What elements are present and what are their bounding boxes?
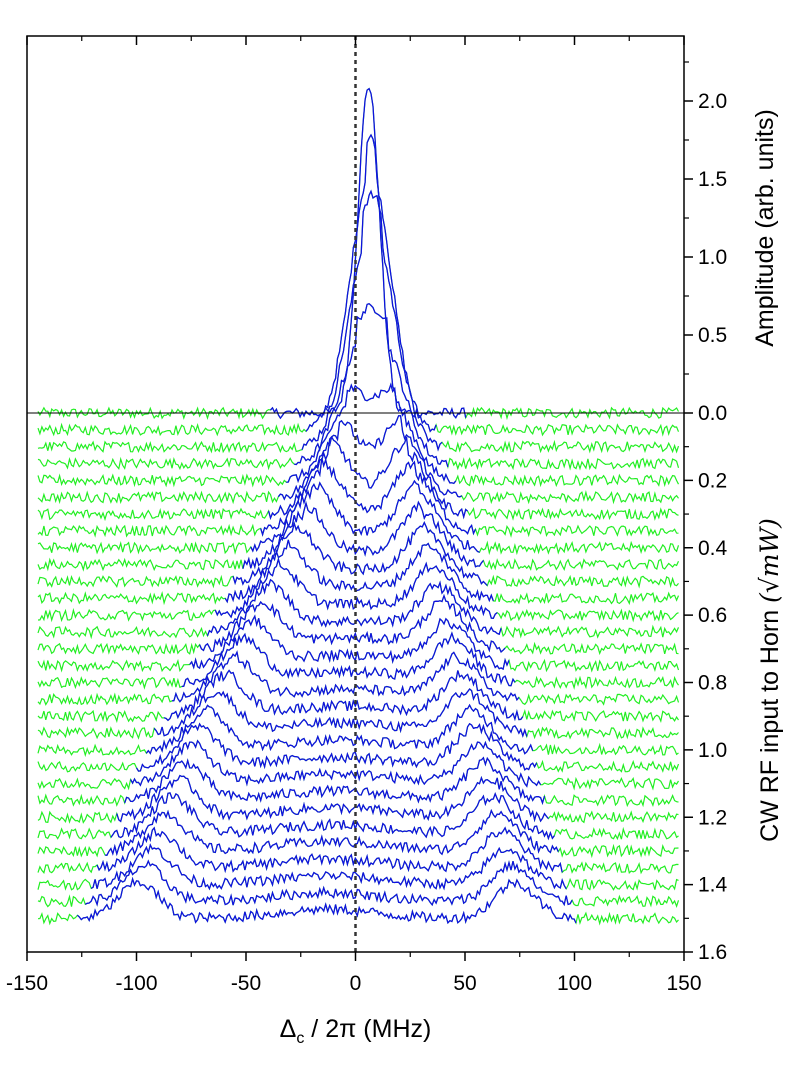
signal-trace	[130, 739, 542, 788]
rf-input-tick-label: 0.2	[698, 469, 727, 492]
noise-trace	[37, 303, 680, 471]
rf-input-axis-title: CW RF input to Horn (√mW)	[755, 518, 784, 842]
x-axis-ticks: -150 -100 -50 0 50 100 150	[6, 36, 702, 995]
rf-input-tick-label: 0.0	[698, 402, 727, 425]
noise-trace	[37, 457, 679, 538]
rf-input-tick-label: 1.0	[698, 739, 727, 762]
signal-trace	[181, 631, 516, 688]
signal-trace	[199, 593, 506, 653]
x-tick-label: -100	[115, 972, 157, 995]
signal-trace	[104, 808, 559, 857]
signal-trace	[270, 87, 467, 420]
signal-trace	[76, 876, 577, 925]
amplitude-tick-label: 0.5	[698, 324, 727, 347]
signal-trace	[305, 133, 437, 433]
rf-input-tick-label: 0.4	[698, 537, 728, 560]
signal-trace	[214, 556, 498, 619]
signal-trace	[84, 859, 573, 907]
noise-trace	[37, 614, 680, 673]
signal-trace	[124, 756, 546, 805]
amplitude-axis-title: Amplitude (arb. units)	[751, 109, 779, 347]
rf-input-tick-label: 1.4	[698, 874, 728, 897]
noise-trace	[37, 593, 679, 656]
signal-trace	[135, 722, 538, 772]
noise-trace	[37, 382, 680, 488]
amplitude-tick-label: 2.0	[698, 90, 727, 113]
trace-group	[37, 87, 680, 926]
rf-input-tick-label: 0.6	[698, 604, 727, 627]
x-axis-title: Δc / 2π (MHz)	[280, 1015, 432, 1047]
amplitude-tick-label: 1.5	[698, 168, 727, 191]
x-tick-label: -150	[6, 972, 48, 995]
noise-trace	[37, 578, 680, 640]
rf-input-tick-label: 1.2	[698, 806, 727, 829]
signal-trace	[171, 650, 520, 703]
signal-trace	[163, 669, 524, 722]
signal-trace	[145, 703, 534, 755]
signal-trace	[110, 791, 555, 841]
noise-trace	[37, 133, 680, 437]
signal-trace	[189, 614, 510, 671]
amplitude-tick-label: 1.0	[698, 246, 727, 269]
signal-trace	[116, 774, 549, 823]
noise-trace	[37, 756, 679, 808]
x-tick-label: 0	[350, 972, 362, 995]
noise-trace	[37, 650, 680, 706]
x-tick-label: 100	[557, 972, 592, 995]
signal-trace	[301, 189, 443, 452]
signal-trace	[153, 688, 528, 738]
rf-input-tick-label: 0.8	[698, 672, 727, 695]
rf-input-tick-label: 1.6	[698, 941, 727, 964]
x-tick-label: 150	[666, 972, 701, 995]
signal-trace	[286, 382, 457, 485]
amplitude-axis-ticks: 0.5 1.0 1.5 2.0	[684, 61, 727, 375]
signal-trace	[294, 302, 449, 468]
x-tick-label: -50	[231, 972, 261, 995]
signal-trace	[96, 826, 563, 874]
noise-trace	[37, 87, 680, 421]
signal-trace	[90, 843, 567, 891]
signal-trace	[224, 539, 494, 604]
rf-input-axis-ticks: 0.0 0.2 0.4 0.6 0.8 1.0 1.2 1.4 1.6	[684, 402, 728, 964]
x-tick-label: 50	[453, 972, 476, 995]
